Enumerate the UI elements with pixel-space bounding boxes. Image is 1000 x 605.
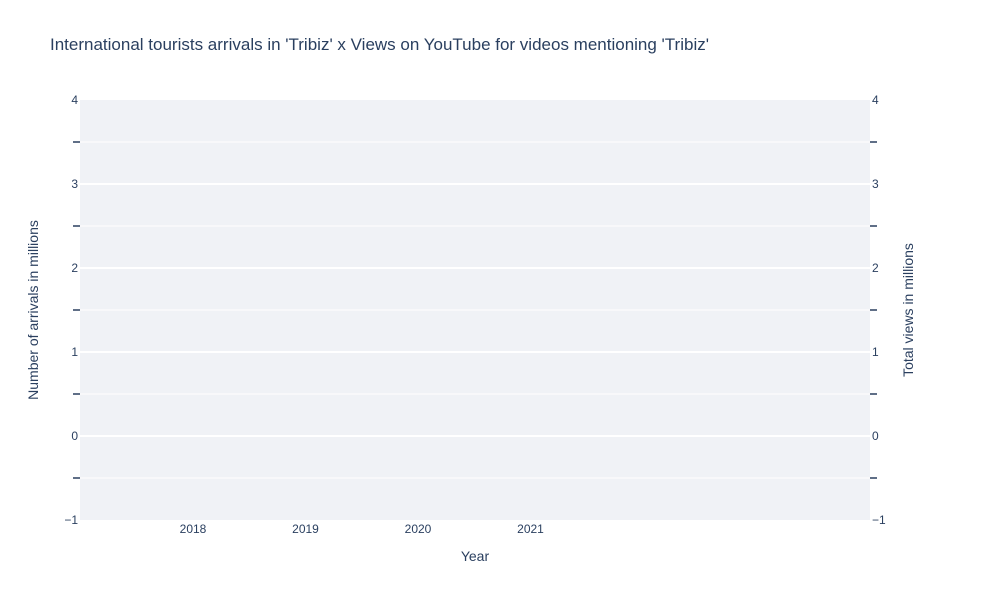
x-tick-label: 2018 bbox=[180, 522, 207, 536]
x-tick-label: 2021 bbox=[517, 522, 544, 536]
y2-tick-label: 1 bbox=[872, 345, 879, 359]
y-tick-label: 2 bbox=[71, 261, 78, 275]
y-axis-title: Number of arrivals in millions bbox=[25, 220, 41, 400]
y2-tick-label: 0 bbox=[872, 429, 879, 443]
y2-tick-label: 2 bbox=[872, 261, 879, 275]
x-axis-ticks: 2018 2019 2020 2021 bbox=[180, 522, 545, 536]
y2-axis-ticks: −1 0 1 2 3 4 bbox=[870, 93, 886, 527]
y2-tick-label: −1 bbox=[872, 513, 886, 527]
y2-tick-label: 3 bbox=[872, 177, 879, 191]
y-tick-label: 0 bbox=[71, 429, 78, 443]
y-tick-label: 1 bbox=[71, 345, 78, 359]
x-axis-title: Year bbox=[461, 548, 490, 564]
x-tick-label: 2019 bbox=[292, 522, 319, 536]
chart-title: International tourists arrivals in 'Trib… bbox=[50, 35, 709, 54]
y-axis-ticks: −1 0 1 2 3 4 bbox=[64, 93, 80, 527]
y2-axis-title: Total views in millions bbox=[900, 243, 916, 377]
x-tick-label: 2020 bbox=[405, 522, 432, 536]
y-tick-label: −1 bbox=[64, 513, 78, 527]
gridlines bbox=[80, 141, 870, 479]
y2-tick-label: 4 bbox=[872, 93, 879, 107]
y-tick-label: 3 bbox=[71, 177, 78, 191]
y-tick-label: 4 bbox=[71, 93, 78, 107]
